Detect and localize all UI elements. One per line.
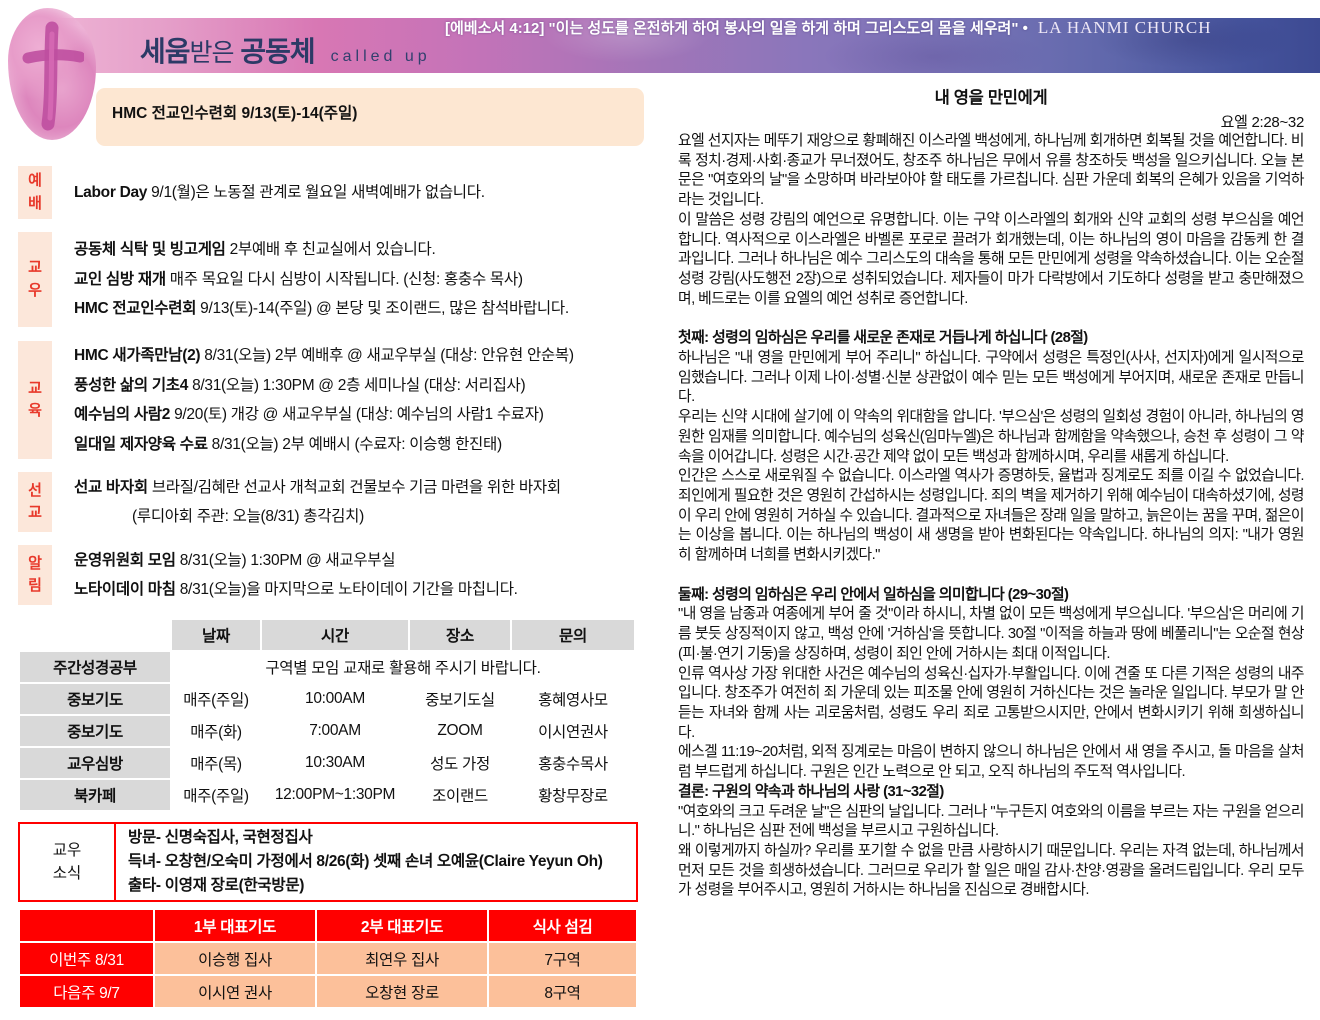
row-label: 북카페 [20,780,170,810]
announcement-item: HMC 새가족만남(2) 8/31(오늘) 2부 예배후 @ 새교우부실 (대상… [74,347,574,364]
section-label-fellowship: 교우 [18,232,52,327]
prayer-serving-table: 1부 대표기도 2부 대표기도 식사 섬김 이번주 8/31 이승행 집사 최연… [18,908,638,1009]
table-row: 중보기도 매주(주일) 10:00AM 중보기도실 홍혜영사모 [20,684,634,714]
section-label-worship: 예배 [18,166,52,219]
column-header: 1부 대표기도 [155,910,315,941]
table-row: 중보기도 매주(화) 7:00AM ZOOM 이시연권사 [20,716,634,746]
announcement-item: 교인 심방 재개 매주 목요일 다시 심방이 시작됩니다. (신청: 홍충수 목… [74,270,523,288]
column-header: 2부 대표기도 [317,910,487,941]
bible-verse: [에베소서 4:12] "이는 성도를 온전하게 하여 봉사의 일을 하게 하며… [445,20,1028,37]
member-news-box: 교우소식 방문- 신명숙집사, 국현정집사 득녀- 오창현/오숙미 가정에서 8… [18,822,638,902]
row-label: 중보기도 [20,716,170,746]
sermon-paragraph: 왜 이렇게까지 하실까? 우리를 포기할 수 없을 만큼 사랑하시기 때문입니다… [678,842,1305,899]
row-label: 이번주 8/31 [20,943,153,974]
sermon-heading: 첫째: 성령의 임하심은 우리를 새로운 존재로 거듭나게 하십니다 (28절) [678,330,1088,347]
sermon-heading: 결론: 구원의 약속과 하나님의 사랑 (31~32절) [678,783,944,800]
retreat-notice-box: HMC 전교인수련회 9/13(토)-14(주일) [96,88,644,146]
table-row: 북카페 매주(주일) 12:00PM~1:30PM 조이랜드 황창무장로 [20,780,634,810]
logo-subtitle: called up [330,48,431,65]
merged-cell: 구역별 모임 교재로 활용해 주시기 바랍니다. [265,660,541,677]
sermon-paragraph: 우리는 신약 시대에 살기에 이 약속의 위대함을 압니다. '부으심'은 성령… [678,409,1305,465]
news-line: 방문- 신명숙집사, 국현정집사 [128,829,313,846]
section-worship: 예배 Labor Day 9/1(월)은 노동절 관계로 월요일 새벽예배가 없… [18,166,646,219]
section-label-education: 교육 [18,341,52,459]
table-row: 이번주 8/31 이승행 집사 최연우 집사 7구역 [20,943,636,974]
column-header: 날짜 [172,620,260,650]
church-name: LA HANMI CHURCH [1037,17,1212,37]
announcement-item: HMC 전교인수련회 9/13(토)-14(주일) @ 본당 및 조이랜드, 많… [74,300,569,318]
announcement-item: 일대일 제자양육 수료 8/31(오늘) 2부 예배시 (수료자: 이승행 한진… [74,435,502,453]
row-label: 다음주 9/7 [20,976,153,1007]
sermon-paragraph: 이 말씀은 성령 강림의 예언으로 유명합니다. 이는 구약 이스라엘의 회개와… [678,211,1305,307]
section-education: 교육 HMC 새가족만남(2) 8/31(오늘) 2부 예배후 @ 새교우부실 … [18,341,646,459]
table-row: 1부 대표기도 2부 대표기도 식사 섬김 [20,910,636,941]
announcement-item: 예수님의 사람2 9/20(토) 개강 @ 새교우부실 (대상: 예수님의 사람… [74,406,544,423]
announcement-item: 노타이데이 마침 8/31(오늘)을 마지막으로 노타이데이 기간을 마칩니다. [74,581,518,598]
logo-text-light: 받은 [189,39,235,67]
watercolor-blob [8,8,96,140]
news-line: 출타- 이영재 장로(한국방문) [128,877,305,894]
announcement-item: 공동체 식탁 및 빙고게임 2부예배 후 친교실에서 있습니다. [74,241,436,259]
row-label: 중보기도 [20,684,170,714]
sermon-paragraph: "여호와의 크고 두려운 날"은 심판의 날입니다. 그러나 "누구든지 여호와… [678,803,1305,840]
section-label-mission: 선교 [18,472,52,532]
sermon-paragraph: 요엘 선지자는 메뚜기 재앙으로 황폐해진 이스라엘 백성에게, 하나님께 회개… [678,133,1305,209]
row-label: 교우심방 [20,748,170,778]
announcement-item: Labor Day 9/1(월)은 노동절 관계로 월요일 새벽예배가 없습니다… [74,183,485,201]
announcements: 예배 Labor Day 9/1(월)은 노동절 관계로 월요일 새벽예배가 없… [18,166,646,605]
announcement-item: 풍성한 삶의 기초4 8/31(오늘) 1:30PM @ 2층 세미나실 (대상… [74,376,526,394]
sermon-paragraph: 인류 역사상 가장 위대한 사건은 예수님의 성육신·십자가·부활입니다. 이에… [678,665,1305,741]
member-news-label: 교우소식 [20,824,116,900]
header-banner [36,18,1320,73]
sermon-paragraph: 인간은 스스로 새로워질 수 없습니다. 이스라엘 역사가 증명하듯, 율법과 … [678,468,1305,564]
weekly-schedule-table: 날짜 시간 장소 문의 주간성경공부 구역별 모임 교재로 활용해 주시기 바랍… [18,618,636,812]
column-header: 시간 [262,620,408,650]
sermon-title: 내 영을 만민에게 [934,89,1048,107]
logo-text-strong: 세움 [140,36,191,67]
section-label-notice: 알림 [18,545,52,605]
table-row: 날짜 시간 장소 문의 [20,620,634,650]
column-header: 장소 [410,620,510,650]
sermon-column: 내 영을 만민에게 요엘 2:28~32 요엘 선지자는 메뚜기 재앙으로 황폐… [678,84,1305,901]
announcement-item: (루디아회 주관: 오늘(8/31) 총각김치) [132,508,364,525]
news-line: 득녀- 오창현/오숙미 가정에서 8/26(화) 셋째 손녀 오예윤(Clair… [128,853,603,870]
sermon-paragraph: 하나님은 "내 영을 만민에게 부어 주리니" 하십니다. 구약에서 성령은 특… [678,350,1305,406]
banner-verse-row: [에베소서 4:12] "이는 성도를 온전하게 하여 봉사의 일을 하게 하며… [445,0,1310,55]
sermon-paragraph: "내 영을 남종과 여종에게 부어 줄 것"이라 하시니, 차별 없이 모든 백… [678,606,1305,662]
row-label: 주간성경공부 [20,652,170,682]
section-mission: 선교 선교 바자회 브라질/김혜란 선교사 개척교회 건물보수 기금 마련을 위… [18,472,646,532]
sermon-paragraph: 에스겔 11:19~20처럼, 외적 징계로는 마음이 변하지 않으니 하나님은… [678,744,1305,781]
cross-icon [22,21,84,131]
retreat-notice-text: HMC 전교인수련회 9/13(토)-14(주일) [112,105,358,122]
table-row: 교우심방 매주(목) 10:30AM 성도 가정 홍충수목사 [20,748,634,778]
section-fellowship: 교우 공동체 식탁 및 빙고게임 2부예배 후 친교실에서 있습니다. 교인 심… [18,232,646,327]
table-row: 다음주 9/7 이시연 권사 오창현 장로 8구역 [20,976,636,1007]
sermon-scripture-reference: 요엘 2:28~32 [1220,114,1305,131]
announcement-item: 운영위원회 모임 8/31(오늘) 1:30PM @ 새교우부실 [74,551,396,569]
column-header: 문의 [512,620,634,650]
church-logo: 세움받은 공동체 called up [140,36,431,67]
announcement-item: 선교 바자회 브라질/김혜란 선교사 개척교회 건물보수 기금 마련을 위한 바… [74,478,561,496]
sermon-heading: 둘째: 성령의 임하심은 우리 안에서 일하심을 의미합니다 (29~30절) [678,586,1069,603]
column-header: 식사 섬김 [489,910,636,941]
table-row: 주간성경공부 구역별 모임 교재로 활용해 주시기 바랍니다. [20,652,634,682]
section-notice: 알림 운영위원회 모임 8/31(오늘) 1:30PM @ 새교우부실 노타이데… [18,545,646,605]
